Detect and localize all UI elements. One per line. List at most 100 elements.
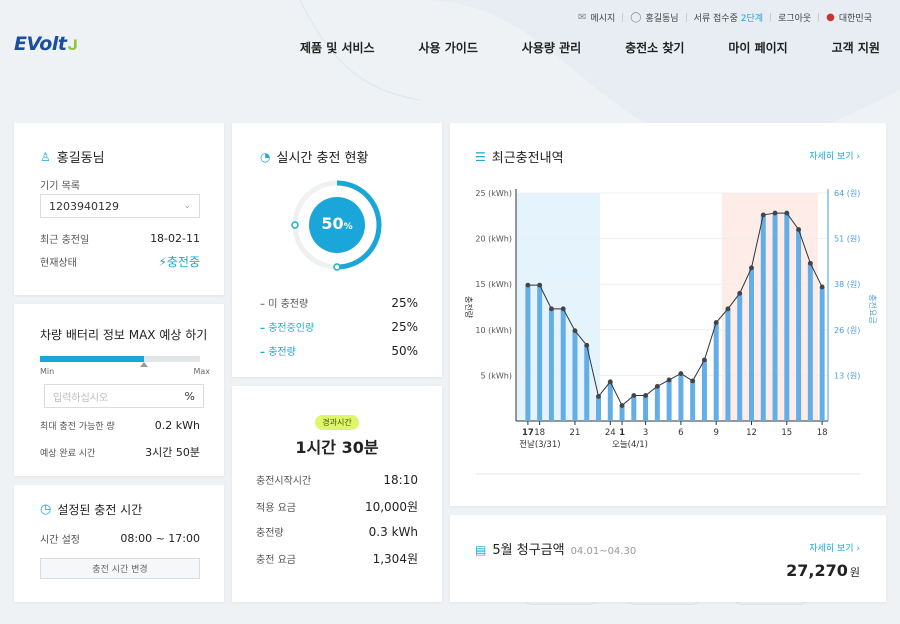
billing-more-link[interactable]: 자세히 보기 › — [809, 544, 860, 554]
nav-products[interactable]: 제품 및 서비스 — [300, 41, 375, 55]
realtime-card: ◔ 실시간 충전 현황 50% – 미 충전량 25% – 충전중인량 25% … — [232, 123, 442, 377]
chart-bar — [701, 359, 707, 421]
battery-slider-handle[interactable] — [140, 362, 148, 367]
chart-point — [643, 393, 648, 398]
list-icon: ☰ — [475, 149, 486, 164]
elapsed-card: 경과시간 1시간 30분 충전시작시간 18:10 적용 요금 10,000원 … — [232, 386, 442, 602]
chart-point — [584, 342, 590, 348]
chart-bar — [678, 373, 684, 421]
device-user: ♙ 홍길동님 — [40, 149, 105, 167]
chart-point — [725, 306, 731, 312]
x-tick-label: 18 — [817, 428, 828, 438]
nav-mypage[interactable]: 마이 페이지 — [728, 41, 788, 55]
mail-icon: ✉ — [578, 12, 587, 23]
progress-ring-end-dot — [333, 263, 341, 271]
legend-charged-value: 50% — [391, 343, 418, 358]
chart-bar — [666, 379, 672, 421]
y2-tick-label: 64 (원) — [834, 189, 860, 198]
chart-bar — [796, 229, 802, 421]
nav-guide[interactable]: 사용 가이드 — [418, 41, 478, 55]
y2-tick-label: 26 (원) — [834, 326, 860, 335]
chart-point — [537, 282, 543, 288]
slider-max-label: Max — [193, 367, 210, 376]
battery-card: 차량 배터리 정보 MAX 예상 하기 Min Max 입력하십시오 % 최대 … — [14, 304, 224, 476]
recent-chart: 25 (kWh) 64 (원)20 (kWh) 51 (원)15 (kWh) 38 (… — [464, 189, 878, 475]
y-tick-label: 10 (kWh) — [475, 326, 512, 335]
chart-bar — [749, 267, 754, 421]
charge-amount-label: 충전량 — [256, 528, 284, 539]
chart-bar — [784, 213, 790, 421]
dash-icon: – — [260, 299, 265, 310]
device-select-value: 1203940129 — [49, 199, 119, 213]
y2-tick-label: 38 (원) — [834, 280, 860, 289]
x-tick-label: 17 — [522, 428, 534, 438]
y-tick-label: 25 (kWh) — [475, 189, 512, 198]
battery-slider-fill — [40, 356, 144, 362]
start-time-value: 18:10 — [383, 472, 418, 487]
chart-bar — [560, 308, 566, 421]
progress-percent: 50% — [321, 214, 353, 233]
last-charge-value: 18-02-11 — [150, 232, 200, 245]
chart-point — [772, 210, 778, 216]
start-time-label: 충전시작시간 — [256, 476, 312, 487]
legend-charging-value: 25% — [391, 319, 418, 334]
x-sub-label: 전날(3/31) — [519, 439, 560, 450]
clock-icon: ◷ — [40, 502, 52, 517]
nav-usage[interactable]: 사용량 관리 — [521, 41, 582, 55]
rate-value: 10,000원 — [364, 500, 418, 514]
recent-more-link[interactable]: 자세히 보기 › — [809, 152, 860, 162]
chart-point — [654, 383, 660, 389]
chart-point — [596, 393, 601, 399]
y-tick-label: 20 (kWh) — [475, 235, 512, 244]
chart-point — [619, 403, 625, 408]
last-charge-label: 최근 충전일 — [40, 235, 90, 246]
chart-point — [525, 282, 531, 288]
legend-uncharged: – 미 충전량 — [260, 299, 309, 310]
battery-input[interactable]: 입력하십시오 % — [44, 384, 204, 408]
battery-slider[interactable] — [40, 356, 200, 367]
chart-point — [749, 265, 754, 271]
dash-icon: – — [260, 323, 265, 334]
x-tick-label: 18 — [534, 428, 545, 438]
status-badge: ⚡충전중 — [158, 255, 200, 269]
chart-point — [631, 393, 637, 398]
realtime-title: ◔ 실시간 충전 현황 — [260, 149, 369, 167]
elapsed-time: 1시간 30분 — [295, 438, 379, 457]
device-select[interactable]: 1203940129 ⌄ — [40, 194, 200, 218]
nav-stations[interactable]: 충전소 찾기 — [625, 41, 685, 55]
chart-bar — [654, 386, 660, 421]
chart-point — [690, 378, 696, 384]
person-icon: ♙ — [40, 149, 51, 164]
schedule-title: ◷ 설정된 충전 시간 — [40, 502, 143, 517]
user-link[interactable]: 홍길동님 — [645, 14, 679, 24]
x-tick-label: 12 — [746, 428, 757, 438]
chart-point — [666, 377, 672, 383]
dash-icon: – — [260, 347, 265, 358]
battery-title: 차량 배터리 정보 MAX 예상 하기 — [40, 328, 208, 342]
message-link[interactable]: 메시지 — [590, 14, 616, 24]
application-status[interactable]: 서류 접수중 2단계 — [693, 14, 764, 24]
recent-title: ☰ 최근충전내역 — [475, 149, 564, 167]
logo[interactable]: EVoltᒍ — [14, 33, 78, 55]
battery-input-unit: % — [184, 389, 195, 403]
logout-link[interactable]: 로그아웃 — [778, 14, 812, 24]
billing-card: ▤ 5월 청구금액 04.01~04.30 자세히 보기 › 27,270 원 — [450, 515, 886, 602]
chart-bar — [537, 285, 543, 421]
chevron-down-icon: ⌄ — [183, 201, 191, 211]
x-tick-label: 1 — [619, 428, 625, 438]
chart-bar — [772, 213, 778, 421]
chart-point — [760, 212, 766, 218]
elapsed-badge: 경과시간 — [315, 415, 359, 430]
user-icon: ◯ — [630, 12, 642, 23]
x-tick-label: 6 — [678, 428, 683, 438]
country-select[interactable]: 대한민국 — [838, 14, 872, 24]
change-time-button[interactable]: 충전 시간 변경 — [40, 558, 200, 579]
zone-peak-band — [722, 193, 818, 421]
nav-support[interactable]: 고객 지원 — [831, 41, 880, 55]
x-tick-label: 21 — [570, 428, 581, 438]
legend-charging: – 충전중인량 — [260, 323, 315, 334]
y2-axis-title: 충전요금 — [868, 294, 878, 323]
gauge-icon: ◔ — [260, 149, 271, 164]
billing-amount: 27,270 원 — [786, 561, 860, 580]
expected-time-value: 3시간 50분 — [145, 446, 200, 459]
